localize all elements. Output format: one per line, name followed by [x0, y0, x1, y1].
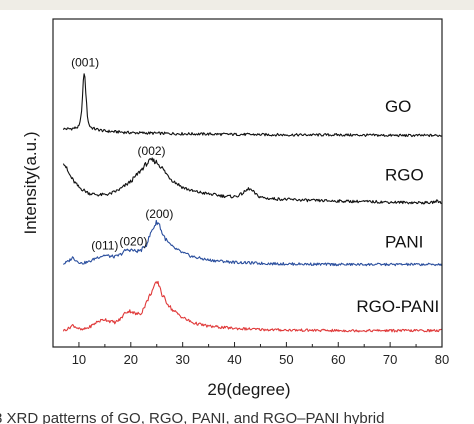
x-tick-label: 70: [383, 352, 397, 367]
trace-label-go: GO: [385, 97, 411, 116]
top-strip: [0, 0, 474, 10]
x-axis-title: 2θ(degree): [207, 380, 290, 399]
x-tick-label: 10: [72, 352, 86, 367]
trace-label-rgo-pani: RGO-PANI: [356, 297, 439, 316]
trace-label-pani: PANI: [385, 233, 423, 252]
figure-caption: 8 XRD patterns of GO, RGO, PANI, and RGO…: [0, 410, 385, 424]
xrd-chart: 10 20 30 40 50 60 70 80 GO RGO PANI RGO-PANI (001) (…: [21, 18, 449, 399]
peak-label: (011): [91, 239, 118, 253]
peak-label: (002): [138, 144, 166, 158]
traces: [62, 73, 443, 333]
peak-label: (200): [145, 207, 173, 221]
series-line-pani: [63, 219, 443, 267]
x-tick-label: 40: [227, 352, 241, 367]
peak-label: (020): [119, 234, 147, 248]
annotations: GO RGO PANI RGO-PANI (001) (002) (011) (020) (20…: [71, 56, 439, 316]
x-tick-label: 50: [279, 352, 293, 367]
x-tick-label: 30: [175, 352, 189, 367]
peak-label: (001): [71, 56, 99, 70]
plot-frame: [52, 18, 443, 348]
series-line-rgo: [62, 157, 442, 205]
series-line-rgo-pani: [62, 280, 442, 333]
x-tick-label: 80: [435, 352, 449, 367]
y-axis-title: Intensity(a.u.): [21, 132, 40, 235]
trace-label-rgo: RGO: [385, 165, 424, 184]
x-axis-ticks: 10 20 30 40 50 60 70 80: [72, 342, 449, 367]
x-tick-label: 60: [331, 352, 345, 367]
series-line-go: [62, 73, 443, 138]
x-tick-label: 20: [124, 352, 138, 367]
